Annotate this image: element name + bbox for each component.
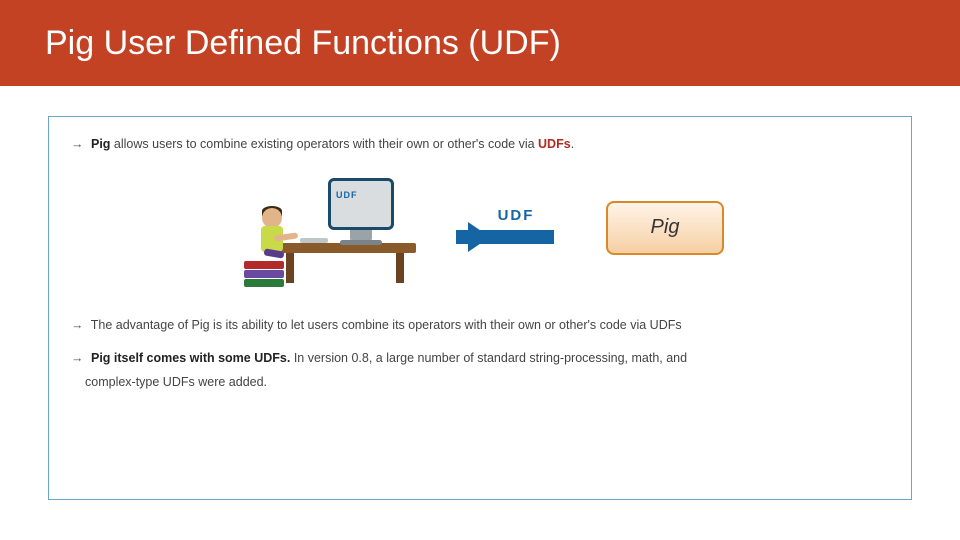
bullet-1-udf: UDFs [538,137,571,151]
monitor-icon [328,178,394,230]
bullet-1-punct: . [571,137,574,151]
bullet-1: Pig allows users to combine existing ope… [71,135,889,154]
slide-header: Pig User Defined Functions (UDF) [0,0,960,86]
desk-leg-icon [396,253,404,283]
bullet-1-text: allows users to combine existing operato… [110,137,538,151]
content-frame: Pig allows users to combine existing ope… [48,116,912,500]
pig-box: Pig [606,201,724,255]
udf-diagram: UDF UDF Pig [71,168,889,288]
bullet-3-mid: In version 0.8, a large number of standa… [294,351,687,365]
arrow-block: UDF [456,207,576,248]
keyboard-icon [300,238,328,243]
user-at-computer-illustration: UDF [236,168,426,288]
bullet-3-line2: complex-type UDFs were added. [71,373,889,392]
arrow-right-icon [456,226,576,248]
child-icon [250,208,300,268]
arrow-udf-label: UDF [498,207,535,224]
bullet-3-lead: Pig itself comes with some UDFs. [91,351,294,365]
bullet-3-line2-text: complex-type UDFs were added. [85,375,267,389]
pig-label: Pig [651,216,680,239]
bullet-2-text: The advantage of Pig is its ability to l… [91,318,682,332]
bullet-3: Pig itself comes with some UDFs. In vers… [71,349,889,368]
bullet-2: The advantage of Pig is its ability to l… [71,316,889,335]
slide-title: Pig User Defined Functions (UDF) [45,24,561,63]
monitor-base-icon [340,240,382,245]
bullet-1-lead: Pig [91,137,110,151]
monitor-udf-label: UDF [336,190,358,200]
